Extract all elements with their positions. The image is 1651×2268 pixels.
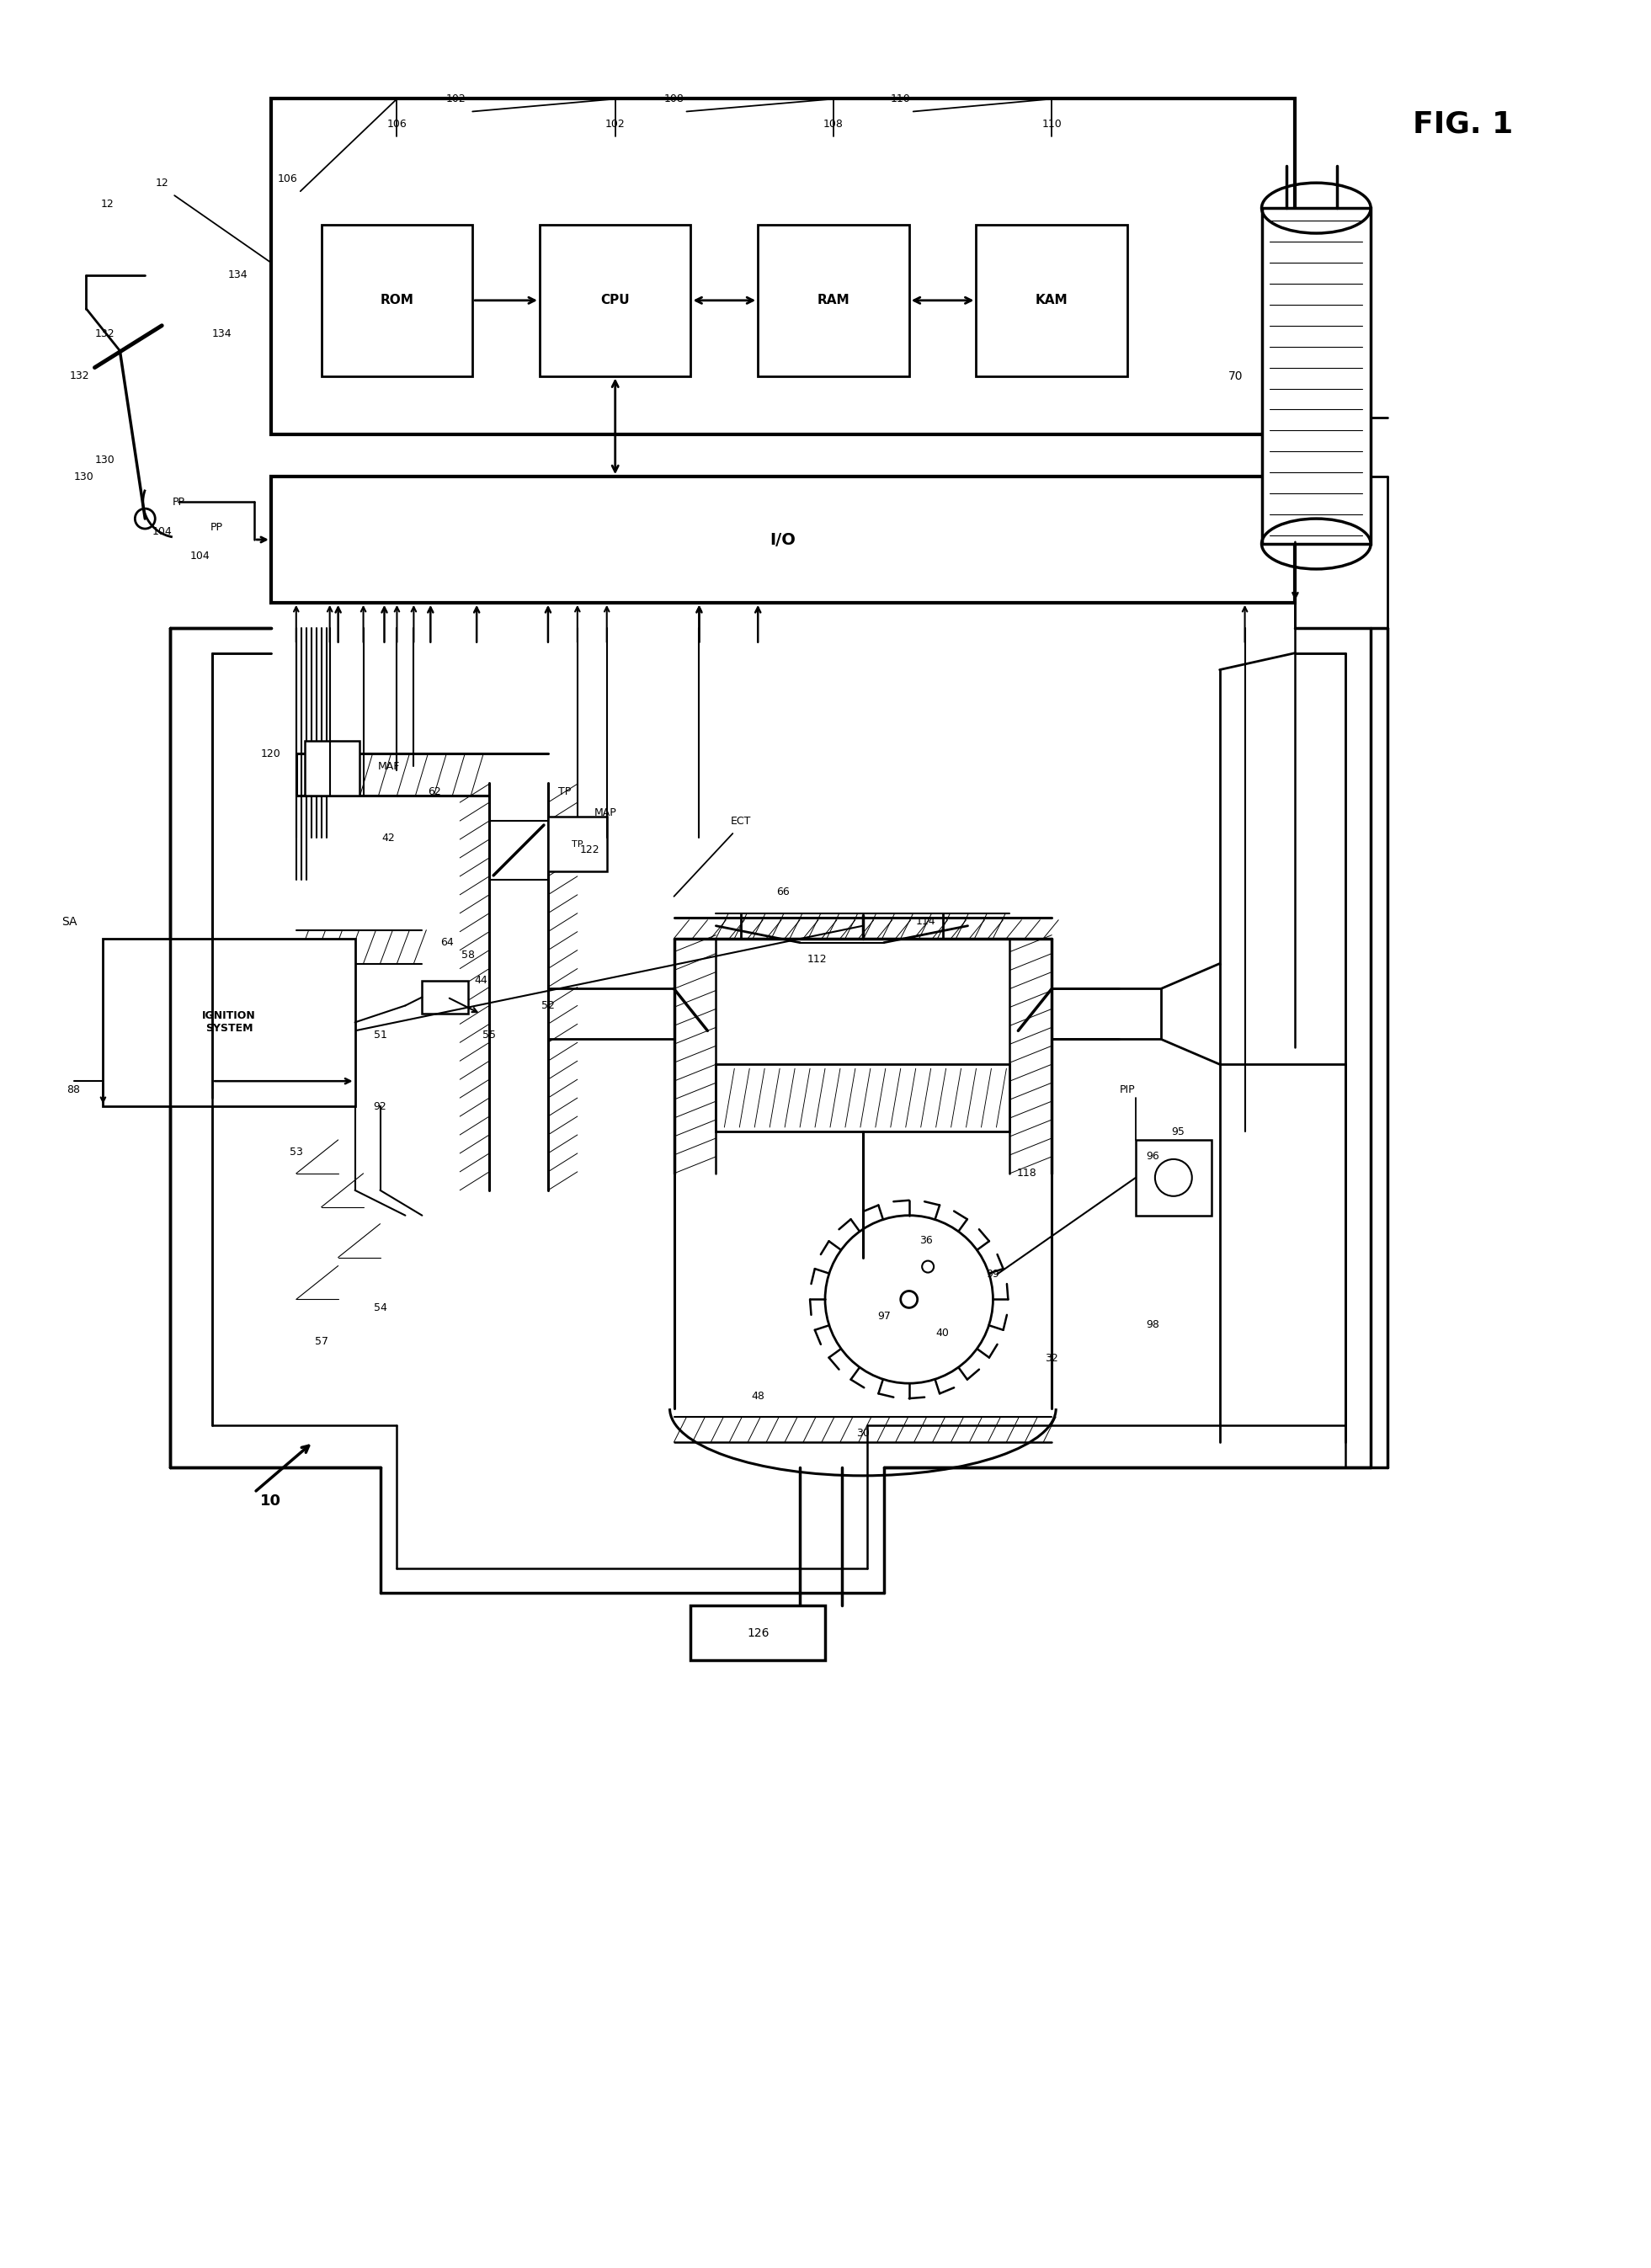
Text: 134: 134 (228, 270, 248, 281)
Text: FIG. 1: FIG. 1 (1413, 109, 1514, 138)
Text: 110: 110 (890, 93, 911, 104)
Text: KAM: KAM (1035, 295, 1068, 306)
Text: 66: 66 (776, 887, 789, 898)
Text: 88: 88 (68, 1084, 81, 1095)
Text: 112: 112 (807, 955, 827, 964)
Text: RAM: RAM (817, 295, 850, 306)
Text: 126: 126 (746, 1626, 769, 1640)
Text: 108: 108 (664, 93, 684, 104)
FancyBboxPatch shape (758, 225, 910, 376)
FancyBboxPatch shape (717, 1064, 1010, 1132)
Text: CPU: CPU (601, 295, 629, 306)
Text: 130: 130 (74, 472, 94, 483)
Text: 99: 99 (986, 1268, 999, 1279)
Text: 110: 110 (1042, 118, 1062, 129)
Text: PP: PP (210, 522, 223, 533)
Text: 54: 54 (373, 1302, 386, 1313)
Text: ECT: ECT (731, 816, 751, 826)
Text: 36: 36 (920, 1236, 933, 1245)
Text: 134: 134 (213, 329, 233, 340)
Text: PIP: PIP (1119, 1084, 1136, 1095)
FancyBboxPatch shape (271, 100, 1296, 435)
Text: 104: 104 (152, 526, 172, 538)
Text: 12: 12 (101, 197, 114, 209)
FancyBboxPatch shape (1136, 1141, 1212, 1216)
Text: 10: 10 (261, 1492, 282, 1508)
Text: 97: 97 (877, 1311, 890, 1322)
Text: MAF: MAF (378, 760, 400, 771)
Text: 96: 96 (1146, 1152, 1159, 1161)
Text: 58: 58 (462, 950, 475, 962)
Text: 92: 92 (373, 1100, 386, 1111)
Text: 55: 55 (482, 1030, 495, 1041)
Text: ROM: ROM (380, 295, 414, 306)
Text: I/O: I/O (769, 531, 796, 547)
Text: 62: 62 (428, 787, 441, 796)
FancyBboxPatch shape (304, 742, 360, 796)
Text: IGNITION
SYSTEM: IGNITION SYSTEM (201, 1012, 256, 1034)
Text: 102: 102 (446, 93, 466, 104)
Text: 70: 70 (1228, 370, 1243, 381)
Text: 122: 122 (580, 844, 599, 855)
Text: 95: 95 (1171, 1125, 1184, 1136)
Text: 114: 114 (916, 916, 936, 928)
Text: PP: PP (172, 497, 185, 508)
Text: 118: 118 (1017, 1168, 1037, 1179)
FancyBboxPatch shape (102, 939, 355, 1107)
Text: 53: 53 (289, 1148, 302, 1159)
Text: 12: 12 (155, 177, 168, 188)
Text: 51: 51 (373, 1030, 386, 1041)
Text: 57: 57 (315, 1336, 329, 1347)
Text: 48: 48 (751, 1390, 764, 1402)
Text: 42: 42 (381, 832, 395, 844)
Text: 106: 106 (277, 172, 297, 184)
Text: MAP: MAP (594, 807, 617, 819)
Circle shape (921, 1261, 934, 1272)
Text: TP: TP (571, 839, 583, 848)
FancyBboxPatch shape (423, 980, 469, 1014)
Circle shape (901, 1290, 918, 1309)
Text: 120: 120 (261, 748, 281, 760)
FancyBboxPatch shape (271, 476, 1296, 603)
Text: 102: 102 (606, 118, 626, 129)
FancyBboxPatch shape (1261, 209, 1370, 544)
Text: 108: 108 (824, 118, 844, 129)
FancyBboxPatch shape (976, 225, 1128, 376)
Text: 32: 32 (1045, 1352, 1058, 1363)
Text: 132: 132 (69, 370, 89, 381)
Text: 130: 130 (94, 454, 114, 465)
Text: TP: TP (558, 787, 571, 796)
Text: 104: 104 (190, 551, 210, 562)
Text: 40: 40 (936, 1327, 949, 1338)
FancyBboxPatch shape (690, 1606, 826, 1660)
Text: 44: 44 (474, 975, 487, 987)
Text: 30: 30 (857, 1429, 870, 1440)
Text: 132: 132 (94, 329, 114, 340)
Text: 106: 106 (386, 118, 406, 129)
Text: 64: 64 (441, 937, 454, 948)
FancyBboxPatch shape (548, 816, 608, 871)
Text: 98: 98 (1146, 1320, 1159, 1329)
FancyBboxPatch shape (540, 225, 690, 376)
Text: SA: SA (61, 916, 78, 928)
FancyBboxPatch shape (322, 225, 472, 376)
Text: 52: 52 (542, 1000, 555, 1012)
